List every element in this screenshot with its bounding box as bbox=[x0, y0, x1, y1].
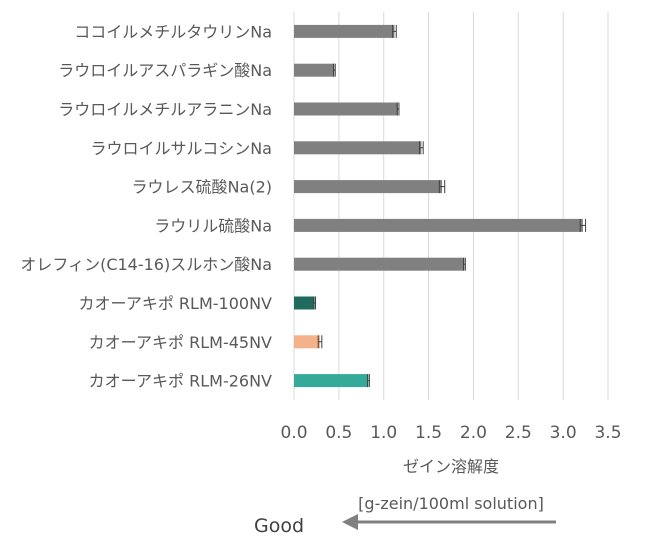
tick-label: 1.0 bbox=[370, 423, 397, 443]
tick-label: 3.0 bbox=[550, 423, 577, 443]
bar bbox=[294, 218, 583, 232]
category-label: カオーアキポ RLM-45NV bbox=[89, 333, 272, 352]
bar bbox=[294, 374, 369, 388]
bar bbox=[294, 24, 395, 38]
tick-label: 2.0 bbox=[460, 423, 487, 443]
category-label: ラウリル硫酸Na bbox=[154, 216, 272, 235]
bar bbox=[294, 102, 399, 116]
category-label: ココイルメチルタウリンNa bbox=[74, 22, 272, 41]
good-arrow-head bbox=[342, 514, 358, 530]
tick-label: 0.5 bbox=[325, 423, 352, 443]
x-axis-title: ゼイン溶解度 bbox=[403, 457, 499, 476]
good-annotation: Good bbox=[254, 514, 556, 537]
bar bbox=[294, 335, 321, 349]
category-label: ラウロイルサルコシンNa bbox=[91, 139, 272, 158]
bar bbox=[294, 296, 315, 310]
bar bbox=[294, 141, 422, 155]
bars bbox=[294, 24, 583, 388]
bar bbox=[294, 180, 443, 194]
gridlines bbox=[293, 12, 609, 400]
category-label: カオーアキポ RLM-100NV bbox=[78, 294, 272, 313]
category-label: カオーアキポ RLM-26NV bbox=[89, 372, 272, 391]
x-axis-unit: [g-zein/100ml solution] bbox=[358, 494, 544, 513]
category-label: ラウロイルアスパラギン酸Na bbox=[58, 61, 272, 80]
tick-label: 2.5 bbox=[505, 423, 532, 443]
good-label: Good bbox=[254, 515, 304, 537]
tick-label: 3.5 bbox=[594, 423, 621, 443]
category-label: オレフィン(C14-16)スルホン酸Na bbox=[20, 255, 272, 274]
tick-label: 1.5 bbox=[415, 423, 442, 443]
category-labels: ココイルメチルタウリンNa ラウロイルアスパラギン酸Na ラウロイルメチルアラニンN… bbox=[20, 22, 272, 390]
bar bbox=[294, 63, 335, 77]
tick-label: 0.0 bbox=[280, 423, 307, 443]
error-bars bbox=[313, 24, 587, 388]
category-label: ラウレス硫酸Na(2) bbox=[132, 178, 272, 197]
tick-labels: 0.0 0.5 1.0 1.5 2.0 2.5 3.0 3.5 bbox=[280, 423, 621, 443]
bar bbox=[294, 257, 465, 271]
category-label: ラウロイルメチルアラニンNa bbox=[58, 100, 272, 119]
